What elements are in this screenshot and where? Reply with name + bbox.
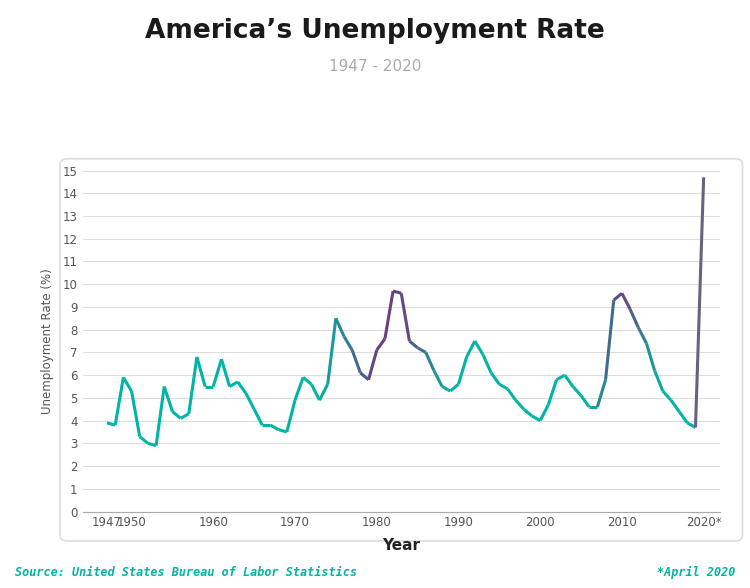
Text: *April 2020: *April 2020 [657,566,735,579]
X-axis label: Year: Year [382,538,420,553]
Text: Source: United States Bureau of Labor Statistics: Source: United States Bureau of Labor St… [15,566,357,579]
Text: America’s Unemployment Rate: America’s Unemployment Rate [146,18,604,44]
Y-axis label: Unemployment Rate (%): Unemployment Rate (%) [41,268,54,414]
Text: 1947 - 2020: 1947 - 2020 [328,59,422,74]
